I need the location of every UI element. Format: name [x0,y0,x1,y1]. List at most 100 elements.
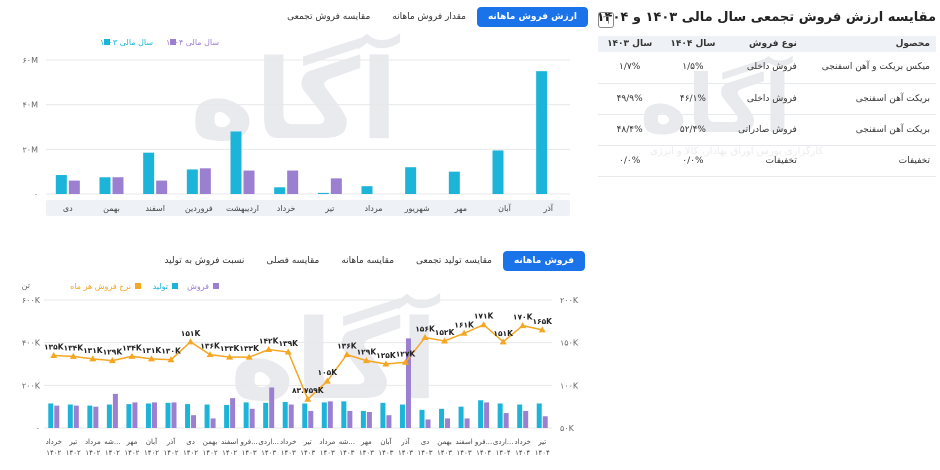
bar-production-18 [399,404,405,428]
left-y-tick-label: ۰ [36,424,40,433]
x-tick-label-year: ۱۴۰۴ [496,449,511,457]
rate-point-0 [50,351,58,358]
x-tick-label-month: مرداد [319,438,335,446]
bar-production-19 [419,409,425,428]
bar-sales-21 [464,418,470,428]
legend-swatch-sales [213,283,219,289]
table-cell-1403: ۴۹/۹% [598,83,662,115]
chart1-legend: سال مالی ۱۴۰۴ سال مالی ۱۴۰۳ [100,38,219,47]
rate-point-4 [128,352,136,359]
rate-data-label: ۱۷۱K [474,312,495,321]
rate-point-18 [401,358,409,365]
bar-production-11 [263,402,269,428]
bar-1404-7 [243,170,255,194]
rate-data-label: ۱۲۷K [396,349,417,358]
rate-data-label: ۱۷۰K [513,313,534,322]
table-cell-1404: ۱/۵% [661,52,725,84]
table-cell-product: میکس بریکت و آهن اسفنجی [802,52,936,84]
table-cell-product: بریکت آهن اسفنجی [802,114,936,146]
bar-sales-13 [308,410,314,428]
tab-cumulative-sales[interactable]: مقایسه فروش تجمعی [287,12,371,22]
rate-point-15 [343,351,351,358]
x-tick-label-month: خرداد [280,438,296,446]
bar-sales-10 [249,408,255,428]
tab-monthly-sales[interactable]: فروش ماهانه [502,251,585,271]
share-icon[interactable] [598,12,614,28]
table-header-product: محصول [802,36,936,52]
bar-1404-6 [287,170,299,194]
bar-1404-5 [330,178,342,194]
bar-sales-16 [366,412,372,428]
bar-production-9 [224,404,230,428]
left-axis-unit: تن [22,281,30,290]
rate-point-7 [187,338,195,345]
table-panel: مقایسه ارزش فروش تجمعی سال مالی ۱۴۰۳ و ۱… [597,4,936,177]
x-tick-label-year: ۱۴۰۳ [378,449,393,457]
x-tick-label-year: ۱۴۰۳ [281,449,296,457]
x-tick-label-month: اردی... [493,438,514,446]
x-tick-label-year: ۱۴۰۴ [515,449,530,457]
rate-point-11 [265,345,273,352]
right-y-tick-label: ۱۰۰K [560,381,579,390]
x-tick-label-year: ۱۴۰۳ [300,449,315,457]
bar-1403-1 [492,150,504,194]
bar-production-0 [48,403,54,428]
rate-data-label: ۱۳۶K [200,342,221,351]
x-tick-label-year: ۱۴۰۲ [163,449,178,457]
bar-sales-22 [484,402,490,428]
x-tick-label: تیر [324,204,334,213]
x-tick-label-month: بهمن [203,438,218,446]
right-y-tick-label: ۲۰۰K [560,296,579,305]
x-tick-label-month: آبان [146,437,158,446]
bar-production-10 [243,402,249,428]
table-header-1403: سال ۱۴۰۳ [598,36,662,52]
bar-1403-4 [361,186,373,194]
tab-monthly-sales-amount[interactable]: مقدار فروش ماهانه [392,12,466,22]
rate-data-label: ۱۳۵K [44,342,65,351]
bar-production-24 [517,404,523,428]
bar-sales-3 [112,393,118,428]
rate-data-label: ۱۳۹K [278,339,299,348]
bar-production-12 [282,401,288,428]
tab-monthly-sales-value[interactable]: ارزش فروش ماهانه [476,7,588,27]
bar-sales-9 [230,398,236,428]
tab-sales-production-ratio[interactable]: نسبت فروش به تولید [164,256,245,266]
rate-point-9 [226,353,234,360]
rate-data-label: ۱۵۱K [181,329,202,338]
comparison-table: محصول نوع فروش سال ۱۴۰۴ سال ۱۴۰۳ میکس بر… [598,36,936,177]
table-cell-product: بریکت آهن اسفنجی [802,83,936,115]
rate-data-label: ۱۰۵K [318,368,339,377]
table-cell-1403: ۱/۷% [598,52,662,84]
x-tick-label-month: آذر [400,437,410,446]
rate-data-label: ۱۳۳K [239,344,260,353]
legend-label-sales: فروش [187,282,209,291]
rate-line [53,323,543,401]
x-tick-label: شهریور [404,204,430,213]
tab-seasonal-comparison[interactable]: مقایسه فصلی [266,256,320,266]
x-tick-label-month: مهر [126,438,138,446]
rate-point-22 [480,321,488,328]
bar-sales-14 [327,401,333,428]
rate-data-label: ۱۵۱K [493,329,514,338]
bar-production-17 [380,402,386,428]
x-tick-label-year: ۱۴۰۳ [359,449,374,457]
tab-cumulative-production[interactable]: مقایسه تولید تجمعی [416,256,492,266]
left-y-tick-label: ۲۰۰K [22,381,41,390]
table-cell-1403: ۴۸/۴% [598,114,662,146]
bar-production-6 [165,402,171,428]
rate-data-label: ۱۳۴K [64,343,85,352]
bar-1403-2 [448,171,460,194]
x-tick-label-year: ۱۴۰۲ [105,449,120,457]
x-tick-label-month: فرو... [240,438,258,446]
bar-production-7 [185,404,191,428]
bar-production-4 [126,404,132,428]
x-tick-label-year: ۱۴۰۲ [66,449,81,457]
bar-sales-20 [445,418,451,428]
x-tick-label: فروردین [185,204,213,213]
legend-swatch-rate [135,283,141,289]
bar-production-21 [458,406,464,428]
bar-sales-24 [523,410,529,428]
tab-monthly-comparison[interactable]: مقایسه ماهانه [341,256,395,266]
bar-sales-19 [425,419,431,428]
x-tick-label-year: ۱۴۰۲ [203,449,218,457]
